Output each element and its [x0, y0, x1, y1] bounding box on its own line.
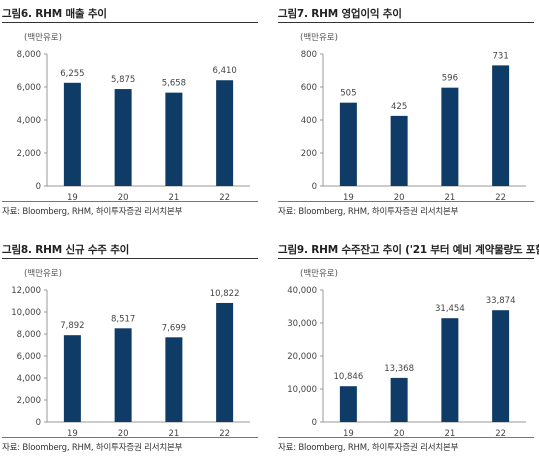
chart-panel-operating-profit: 그림7. RHM 영업이익 추이 (백만유로) 0 200 400 600 800 505… — [276, 0, 538, 225]
bar-chart-order-backlog: 0 10,000 20,000 30,000 40,000 10,846 19 13,368 2… — [287, 286, 526, 439]
chart-source: 자료: Bloomberg, RHM, 하이투자증권 리서치본부 — [278, 443, 459, 453]
y-tick-label: 0 — [312, 182, 317, 192]
bar-value-label: 425 — [391, 102, 407, 112]
x-tick-label: 22 — [219, 193, 230, 203]
chart-unit: (백만유로) — [24, 33, 62, 43]
bar-value-label: 6,255 — [60, 69, 84, 79]
y-tick-label: 8,000 — [17, 50, 41, 60]
bar-value-label: 731 — [493, 51, 509, 61]
x-tick-label: 20 — [394, 193, 405, 203]
chart-source: 자료: Bloomberg, RHM, 하이투자증권 리서치본부 — [2, 207, 183, 217]
y-tick-label: 10,000 — [11, 308, 41, 318]
chart-source: 자료: Bloomberg, RHM, 하이투자증권 리서치본부 — [2, 443, 183, 453]
y-tick-label: 200 — [301, 149, 317, 159]
bar-value-label: 7,892 — [60, 321, 84, 331]
y-tick-label: 800 — [301, 50, 317, 60]
chart-panel-new-orders: 그림8. RHM 신규 수주 추이 (백만유로) 0 2,000 4,000 6,00… — [0, 236, 262, 461]
source-rule — [278, 201, 534, 202]
bar-value-label: 13,368 — [384, 364, 414, 374]
y-tick-label: 0 — [36, 418, 41, 428]
bar — [114, 89, 132, 186]
chart-source: 자료: Bloomberg, RHM, 하이투자증권 리서치본부 — [278, 207, 459, 217]
bar-chart-operating-profit: 0 200 400 600 800 505 19 425 20 596 21 731 22 — [301, 50, 526, 203]
chart-title: 그림8. RHM 신규 수주 추이 — [2, 244, 130, 256]
x-tick-label: 20 — [118, 193, 129, 203]
y-tick-label: 2,000 — [17, 396, 41, 406]
bar-value-label: 31,454 — [435, 304, 465, 314]
bar — [63, 82, 81, 186]
chart-panel-revenue: 그림6. RHM 매출 추이 (백만유로) 0 2,000 4,000 6,000 8,… — [0, 0, 262, 225]
x-tick-label: 19 — [343, 193, 354, 203]
title-rule — [2, 258, 258, 259]
bar-chart-new-orders: 0 2,000 4,000 6,000 8,000 10,000 12,000 7,892 19… — [11, 286, 250, 439]
x-tick-label: 22 — [495, 193, 506, 203]
bar — [390, 115, 408, 186]
chart-unit: (백만유로) — [300, 33, 338, 43]
x-tick-label: 22 — [495, 429, 506, 439]
y-tick-label: 40,000 — [287, 286, 317, 296]
chart-unit: (백만유로) — [300, 269, 338, 279]
y-tick-label: 30,000 — [287, 319, 317, 329]
y-tick-label: 8,000 — [17, 330, 41, 340]
bar-value-label: 5,658 — [162, 79, 186, 89]
chart-title: 그림7. RHM 영업이익 추이 — [278, 8, 402, 20]
x-tick-label: 20 — [394, 429, 405, 439]
y-tick-label: 10,000 — [287, 385, 317, 395]
x-tick-label: 21 — [168, 193, 179, 203]
source-rule — [278, 437, 534, 438]
title-rule — [278, 22, 534, 23]
bar-value-label: 505 — [340, 89, 356, 99]
chart-unit: (백만유로) — [24, 269, 62, 279]
bar — [492, 65, 510, 186]
x-tick-label: 21 — [444, 193, 455, 203]
chart-panel-order-backlog: 그림9. RHM 수주잔고 추이 ('21 부터 예비 계약물량도 포함) (백… — [276, 236, 539, 461]
bar — [339, 386, 357, 422]
title-rule — [278, 258, 534, 259]
chart-title: 그림9. RHM 수주잔고 추이 ('21 부터 예비 계약물량도 포함) — [278, 244, 539, 256]
bar-value-label: 10,822 — [210, 289, 240, 299]
x-tick-label: 22 — [219, 429, 230, 439]
bar — [216, 80, 234, 186]
y-tick-label: 600 — [301, 83, 317, 93]
bar — [165, 92, 183, 186]
bar-chart-revenue: 0 2,000 4,000 6,000 8,000 6,255 19 5,875 20 5,658… — [17, 50, 250, 203]
bar — [441, 318, 459, 422]
bar — [441, 87, 459, 186]
bar-value-label: 5,875 — [111, 75, 135, 85]
x-tick-label: 21 — [444, 429, 455, 439]
x-tick-label: 20 — [118, 429, 129, 439]
y-tick-label: 0 — [36, 182, 41, 192]
source-rule — [2, 201, 258, 202]
bar — [165, 337, 183, 422]
y-tick-label: 12,000 — [11, 286, 41, 296]
bar — [339, 102, 357, 186]
bar — [63, 335, 81, 422]
y-tick-label: 6,000 — [17, 352, 41, 362]
bar-value-label: 7,699 — [162, 323, 186, 333]
x-tick-label: 19 — [67, 193, 78, 203]
bar-value-label: 10,846 — [334, 372, 364, 382]
title-rule — [2, 22, 258, 23]
y-tick-label: 4,000 — [17, 116, 41, 126]
y-tick-label: 20,000 — [287, 352, 317, 362]
x-tick-label: 19 — [343, 429, 354, 439]
bar — [216, 302, 234, 422]
y-tick-label: 4,000 — [17, 374, 41, 384]
y-tick-label: 0 — [312, 418, 317, 428]
bar-value-label: 6,410 — [212, 66, 236, 76]
bar — [114, 328, 132, 422]
x-tick-label: 21 — [168, 429, 179, 439]
bar — [492, 310, 510, 422]
chart-title: 그림6. RHM 매출 추이 — [2, 8, 107, 20]
bar-value-label: 33,874 — [486, 296, 516, 306]
x-tick-label: 19 — [67, 429, 78, 439]
bar-value-label: 596 — [442, 74, 458, 84]
y-tick-label: 6,000 — [17, 83, 41, 93]
bar-value-label: 8,517 — [111, 314, 135, 324]
source-rule — [2, 437, 258, 438]
y-tick-label: 400 — [301, 116, 317, 126]
y-tick-label: 2,000 — [17, 149, 41, 159]
bar — [390, 377, 408, 422]
